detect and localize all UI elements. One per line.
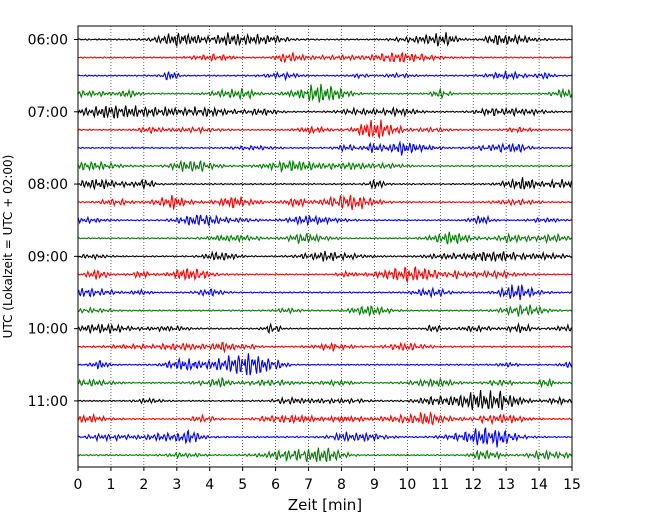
trace-line-12 bbox=[77, 231, 573, 245]
x-tick-label: 9 bbox=[370, 477, 379, 493]
trace-line-19 bbox=[77, 353, 573, 376]
x-axis-label: Zeit [min] bbox=[288, 496, 362, 514]
x-tick-label: 7 bbox=[304, 477, 313, 493]
trace-line-4 bbox=[77, 83, 573, 103]
x-tick-label: 6 bbox=[271, 477, 280, 493]
y-tick-label: 08:00 bbox=[28, 177, 68, 193]
trace-line-11 bbox=[77, 214, 573, 228]
trace-line-6 bbox=[77, 119, 573, 140]
trace-line-1 bbox=[77, 32, 573, 48]
trace-line-13 bbox=[77, 250, 573, 262]
y-tick-label: 10:00 bbox=[28, 322, 68, 338]
y-axis-label: UTC (Lokalzeit = UTC + 02:00) bbox=[1, 155, 15, 339]
trace-line-24 bbox=[77, 447, 573, 463]
seismic-traces bbox=[77, 32, 573, 463]
trace-line-23 bbox=[77, 427, 573, 448]
y-tick-label: 09:00 bbox=[28, 249, 68, 265]
x-tick-label: 3 bbox=[172, 477, 181, 493]
x-tick-label: 5 bbox=[238, 477, 247, 493]
y-tick-label: 06:00 bbox=[28, 33, 68, 49]
trace-line-9 bbox=[77, 177, 573, 191]
trace-line-14 bbox=[77, 265, 573, 284]
trace-line-18 bbox=[77, 341, 573, 354]
x-tick-label: 4 bbox=[205, 477, 214, 493]
trace-line-17 bbox=[77, 322, 573, 335]
x-tick-label: 15 bbox=[563, 477, 581, 493]
plot-frame bbox=[77, 25, 573, 468]
x-tick-label: 13 bbox=[497, 477, 515, 493]
x-tick-label: 14 bbox=[530, 477, 548, 493]
x-axis-ticks: 0 1 2 3 4 5 6 7 8 9 10 11 12 13 14 15 bbox=[74, 467, 581, 493]
y-tick-label: 11:00 bbox=[28, 394, 68, 410]
x-tick-label: 0 bbox=[74, 477, 83, 493]
x-tick-label: 1 bbox=[106, 477, 115, 493]
trace-line-10 bbox=[77, 194, 573, 211]
x-tick-label: 12 bbox=[464, 477, 482, 493]
x-tick-label: 10 bbox=[398, 477, 416, 493]
x-tick-label: 2 bbox=[139, 477, 148, 493]
trace-line-22 bbox=[77, 411, 573, 426]
trace-line-7 bbox=[77, 140, 573, 156]
y-axis-ticks: 06:00 07:00 08:00 09:00 10:00 11:00 bbox=[28, 33, 78, 410]
trace-line-20 bbox=[77, 376, 573, 389]
x-tick-label: 8 bbox=[337, 477, 346, 493]
trace-line-21 bbox=[77, 389, 573, 411]
trace-line-16 bbox=[77, 303, 573, 318]
trace-line-15 bbox=[77, 284, 573, 300]
trace-line-8 bbox=[77, 159, 573, 174]
x-tick-label: 11 bbox=[431, 477, 449, 493]
trace-line-3 bbox=[77, 69, 573, 82]
trace-line-2 bbox=[77, 51, 573, 63]
y-tick-label: 07:00 bbox=[28, 105, 68, 121]
trace-line-5 bbox=[77, 105, 573, 119]
